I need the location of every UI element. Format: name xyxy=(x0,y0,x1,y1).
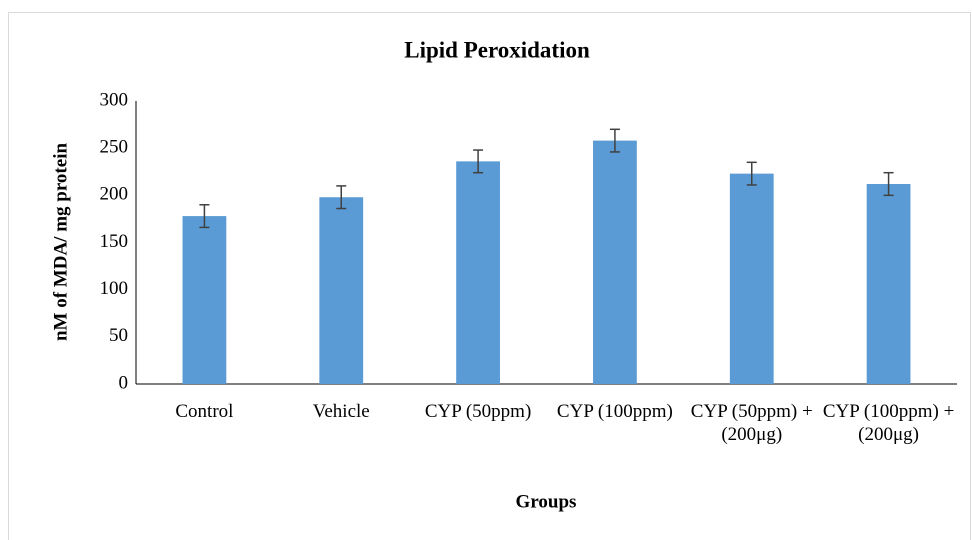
error-bar xyxy=(746,161,757,186)
error-bar xyxy=(336,185,347,210)
y-tick-label: 50 xyxy=(109,325,128,346)
bar xyxy=(729,173,774,384)
error-bar xyxy=(473,149,484,174)
x-tick-label: CYP (50ppm) xyxy=(424,401,532,422)
y-tick-label: 250 xyxy=(100,137,129,158)
bar xyxy=(593,140,637,384)
x-tick-label: CYP (50ppm) + (200μg) xyxy=(690,401,813,445)
x-tick-label: Vehicle xyxy=(312,401,370,422)
y-tick-label: 150 xyxy=(100,231,129,252)
x-tick-label: CYP (100ppm) xyxy=(556,401,673,422)
y-tick-label: 300 xyxy=(100,89,129,110)
bar xyxy=(319,197,364,384)
y-axis-label: nM of MDA/ mg protein xyxy=(50,143,71,342)
x-tick-label: Control xyxy=(175,401,234,422)
x-tick-label: CYP (100ppm) + (200μg) xyxy=(822,401,955,445)
bar xyxy=(456,161,500,384)
error-bar xyxy=(883,171,894,197)
x-axis-label: Groups xyxy=(516,491,577,512)
y-tick-label: 100 xyxy=(100,278,129,299)
bar xyxy=(182,216,227,384)
error-bar xyxy=(199,204,210,229)
error-bar xyxy=(609,128,620,153)
bar xyxy=(866,184,911,384)
chart-title: Lipid Peroxidation xyxy=(404,37,590,62)
y-tick-label: 200 xyxy=(100,184,129,205)
chart-frame xyxy=(8,12,971,540)
y-tick-label: 0 xyxy=(119,372,129,393)
